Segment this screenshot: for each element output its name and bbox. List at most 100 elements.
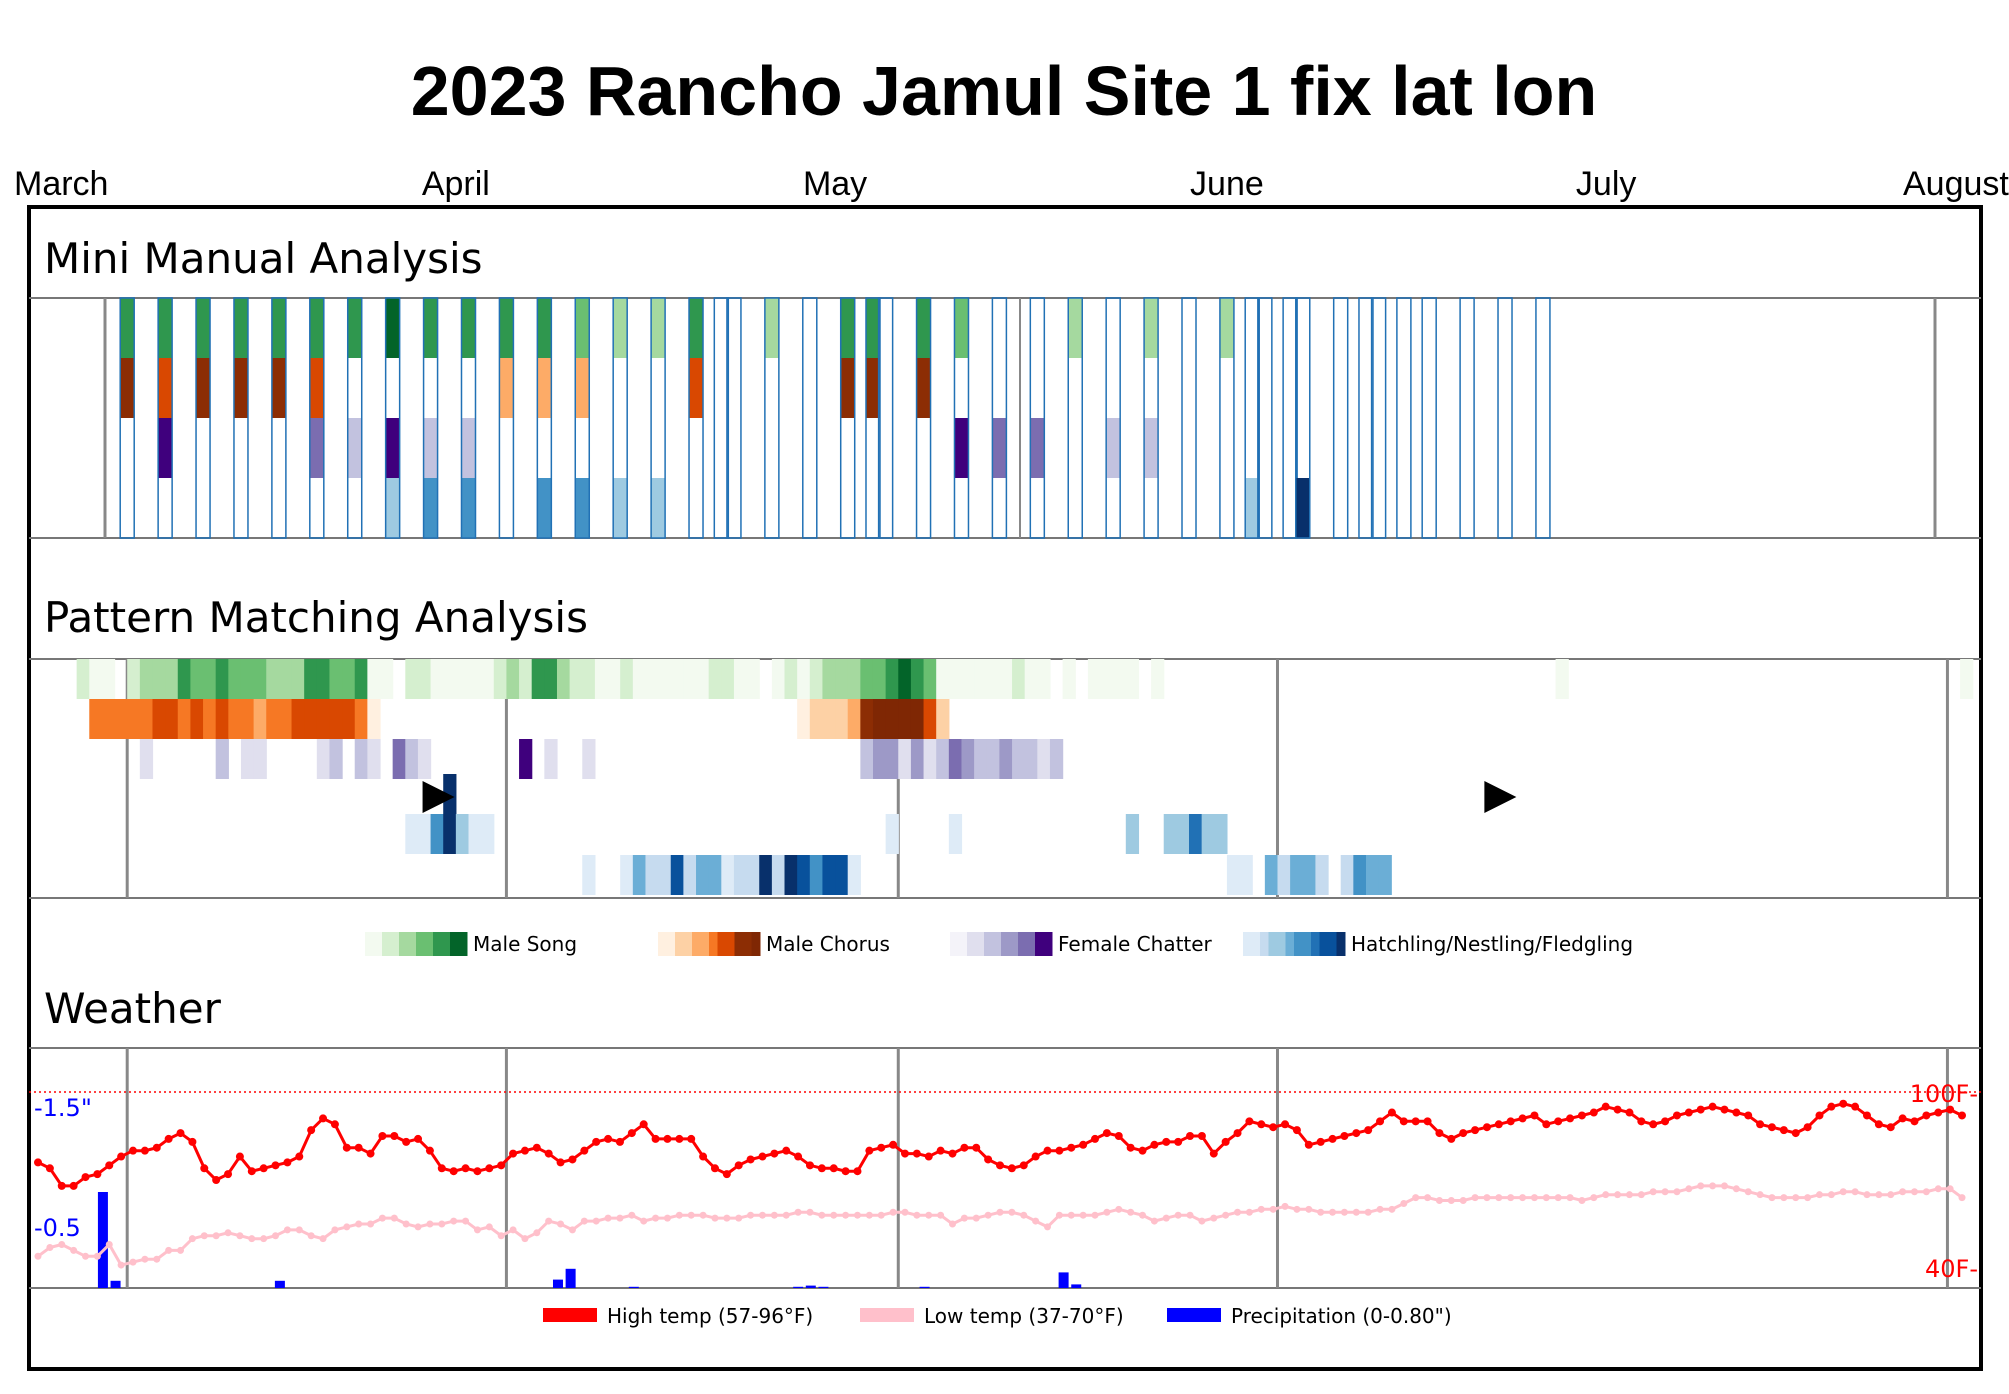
pattern-cell-hatchling-nestling-fledgling (1125, 814, 1140, 854)
manual-cell-male-song (120, 298, 135, 358)
nesting-marker-icon (422, 781, 455, 813)
manual-observation-column (1143, 297, 1159, 539)
high-temp-point (1803, 1123, 1812, 1132)
low-temp-point (70, 1246, 78, 1254)
high-temp-point (782, 1146, 791, 1155)
high-temp-point (568, 1155, 577, 1164)
high-temp-point (675, 1134, 684, 1143)
pattern-cell-female-chatter (544, 739, 558, 779)
low-temp-point (960, 1214, 968, 1222)
weather-legend-label-0: High temp (57-96°F) (607, 1304, 813, 1328)
manual-cell-male-chorus (689, 358, 704, 418)
low-temp-point (1388, 1205, 1396, 1213)
pattern-cell-late-hatchling (809, 855, 824, 895)
high-temp-point (1292, 1126, 1301, 1135)
high-temp-point (354, 1143, 363, 1152)
low-temp-point (378, 1214, 386, 1222)
pattern-cell-male-chorus (266, 699, 280, 739)
pattern-cell-male-song (531, 659, 545, 699)
low-temp-point (224, 1229, 232, 1237)
manual-observation-column (1067, 297, 1083, 539)
month-label-march: March (14, 165, 108, 203)
pattern-cell-female-chatter (329, 739, 343, 779)
pattern-cell-late-hatchling (1239, 855, 1253, 895)
manual-cell-female-chatter (423, 418, 438, 478)
low-temp-point (1150, 1217, 1158, 1225)
pattern-cell-male-song (278, 659, 293, 699)
legend-swatch (1243, 932, 1252, 956)
high-temp-point (592, 1137, 601, 1146)
low-temp-point (1257, 1205, 1265, 1213)
pattern-cell-late-hatchling (1340, 855, 1354, 895)
high-temp-point (1542, 1120, 1551, 1129)
low-temp-point (1139, 1211, 1147, 1219)
manual-observation-column (271, 297, 287, 539)
high-temp-point (295, 1152, 304, 1161)
pattern-section-title: Pattern Matching Analysis (44, 593, 588, 642)
low-temp-point (1958, 1194, 1966, 1202)
low-temp-point (1079, 1211, 1087, 1219)
pattern-cell-male-song (468, 659, 482, 699)
pattern-cell-male-song (885, 659, 899, 699)
legend-swatch (433, 932, 442, 956)
legend-label-male-song: Male Song (473, 932, 577, 956)
pattern-cell-male-song (101, 659, 116, 699)
high-temp-point (877, 1143, 886, 1152)
pattern-cell-female-chatter (898, 739, 912, 779)
pattern-cell-male-song (417, 659, 432, 699)
low-temp-point (1839, 1188, 1847, 1196)
pattern-cell-male-song (1100, 659, 1114, 699)
high-temp-point (948, 1149, 957, 1158)
pattern-cell-male-song (632, 659, 647, 699)
high-temp-point (1922, 1111, 1931, 1120)
legend-swatch (365, 932, 374, 956)
low-temp-point (1055, 1211, 1063, 1219)
pattern-cell-male-song (405, 659, 419, 699)
manual-cell-male-song (385, 298, 400, 358)
manual-cell-male-song (1068, 298, 1083, 358)
low-temp-point (782, 1211, 790, 1219)
manual-observation-column (688, 297, 704, 539)
legend-label-male-chorus: Male Chorus (766, 932, 890, 956)
high-temp-point (1530, 1111, 1539, 1120)
pattern-cell-female-chatter (872, 739, 887, 779)
manual-observation-column (574, 297, 591, 539)
pattern-cell-female-chatter (139, 739, 154, 779)
low-temp-point (842, 1211, 850, 1219)
low-temp-point (1732, 1185, 1740, 1193)
high-temp-point (1791, 1129, 1800, 1138)
pattern-cell-male-song (165, 659, 179, 699)
high-temp-point (1411, 1117, 1420, 1126)
manual-cell-male-chorus (575, 358, 590, 418)
manual-observation-column (612, 297, 628, 539)
pattern-cell-male-song (948, 659, 963, 699)
high-temp-point (615, 1137, 624, 1146)
pattern-cell-male-song (316, 659, 331, 699)
pattern-cell-hatchling-nestling-fledgling (468, 814, 482, 854)
high-temp-point (81, 1173, 90, 1182)
pattern-cell-female-chatter (1037, 739, 1051, 779)
high-temp-point (805, 1161, 814, 1170)
pattern-cell-female-chatter (999, 739, 1013, 779)
high-temp-point (378, 1132, 387, 1140)
pattern-cell-male-song (594, 659, 609, 699)
legend-swatch (717, 932, 727, 956)
manual-section-title: Mini Manual Analysis (44, 234, 483, 283)
legend-swatch (967, 932, 976, 956)
low-temp-point (473, 1226, 481, 1234)
high-temp-point (1459, 1129, 1468, 1138)
high-temp-point (1898, 1114, 1907, 1123)
precipitation-bar (274, 1280, 285, 1288)
pattern-cell-male-song (658, 659, 672, 699)
pattern-cell-male-song (809, 659, 824, 699)
high-temp-point (1328, 1134, 1337, 1143)
high-temp-point (319, 1114, 328, 1123)
high-temp-point (509, 1149, 518, 1158)
high-temp-point (1031, 1152, 1040, 1161)
pattern-cell-male-song (872, 659, 887, 699)
manual-cell-female-chatter (1106, 418, 1121, 478)
low-temp-point (450, 1217, 458, 1225)
low-temp-point (1542, 1194, 1550, 1202)
pattern-cell-male-chorus (203, 699, 217, 739)
high-temp-point (1352, 1129, 1361, 1138)
